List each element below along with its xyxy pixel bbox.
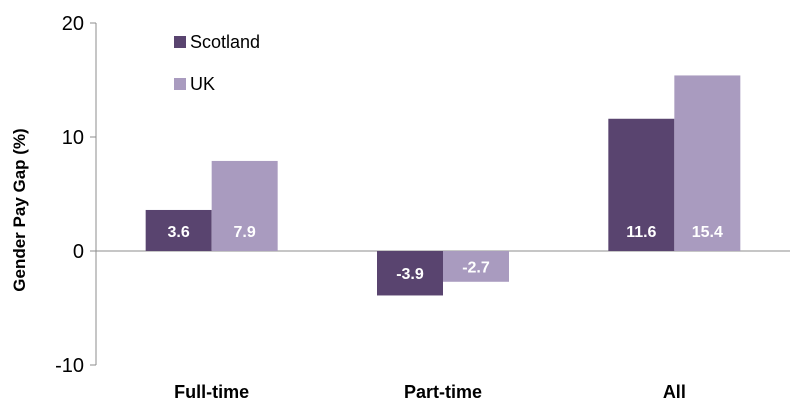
legend-label-uk: UK xyxy=(190,74,215,94)
data-label: -3.9 xyxy=(396,266,424,283)
data-label: 3.6 xyxy=(168,224,190,241)
y-tick-label: 0 xyxy=(73,241,84,263)
x-category-label: Full-time xyxy=(174,382,249,402)
x-category-label: All xyxy=(663,382,686,402)
data-label: 11.6 xyxy=(626,224,656,241)
legend-label-scotland: Scotland xyxy=(190,32,260,52)
y-tick-label: 20 xyxy=(62,13,84,35)
data-label: 7.9 xyxy=(234,224,256,241)
y-tick-label: 10 xyxy=(62,127,84,149)
bar-uk-part-time xyxy=(443,251,509,282)
x-category-label: Part-time xyxy=(404,382,482,402)
bar-scotland-full-time xyxy=(145,209,212,251)
y-tick-label: -10 xyxy=(55,355,84,377)
bar-uk-full-time xyxy=(211,160,278,251)
data-label: -2.7 xyxy=(462,259,490,276)
bar-scotland-part-time xyxy=(377,251,443,296)
y-axis-title: Gender Pay Gap (%) xyxy=(10,128,29,291)
bar-uk-all xyxy=(674,75,741,251)
legend-swatch-scotland xyxy=(174,36,186,48)
legend-swatch-uk xyxy=(174,78,186,90)
bar-scotland-all xyxy=(608,118,675,251)
data-label: 15.4 xyxy=(692,224,723,241)
